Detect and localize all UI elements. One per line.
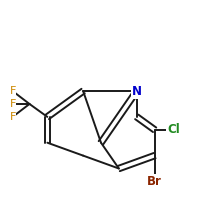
Text: N: N [132,85,142,98]
Text: F: F [9,112,16,122]
Text: F: F [9,86,16,96]
Text: Cl: Cl [167,123,180,136]
Text: F: F [9,99,16,109]
Text: Br: Br [147,175,162,188]
